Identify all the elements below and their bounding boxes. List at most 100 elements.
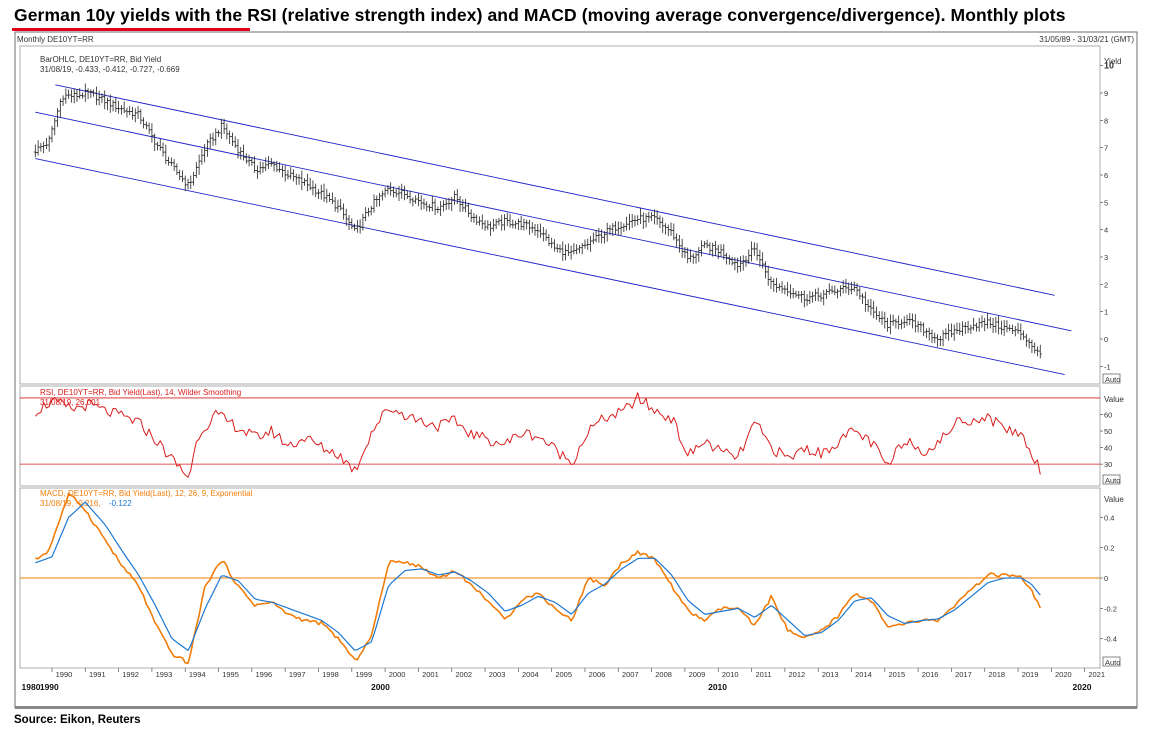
ohlc-bar (1027, 338, 1031, 349)
ohlc-bar (83, 83, 87, 102)
ohlc-bar (336, 199, 340, 213)
macd-y-tick-label: -0.2 (1104, 604, 1117, 613)
ohlc-bar (680, 238, 684, 258)
ohlc-bar (189, 175, 193, 190)
ohlc-bar (305, 173, 309, 192)
ohlc-bar (36, 140, 40, 156)
ohlc-bar (344, 208, 348, 226)
ohlc-bar (508, 213, 512, 228)
ohlc-bar (899, 319, 903, 330)
ohlc-bar (94, 86, 98, 106)
ohlc-bar (258, 161, 262, 175)
ohlc-bar (219, 118, 223, 139)
price-legend-line1: BarOHLC, DE10YT=RR, Bid Yield (40, 55, 161, 64)
ohlc-bar (411, 197, 415, 207)
chart-title: German 10y yields with the RSI (relative… (14, 5, 1066, 25)
ohlc-bar (286, 169, 290, 180)
x-year-tick-label: 2005 (555, 670, 572, 679)
price-y-tick-label: 4 (1104, 226, 1108, 235)
ohlc-bar (422, 198, 426, 210)
ohlc-bar (203, 144, 207, 163)
ohlc-bar (566, 243, 570, 257)
ohlc-bar (924, 328, 928, 338)
ohlc-bar (275, 160, 279, 173)
ohlc-bar (56, 108, 60, 127)
price-y-tick-label: 1 (1104, 308, 1108, 317)
ohlc-bar (300, 170, 304, 191)
x-year-tick-label: 2019 (1022, 670, 1039, 679)
ohlc-bar (641, 212, 645, 229)
ohlc-bar (408, 190, 412, 204)
macd-legend-line1: MACD, DE10YT=RR, Bid Yield(Last), 12, 26… (40, 489, 253, 498)
ohlc-bar (469, 209, 473, 223)
ohlc-bar (622, 223, 626, 232)
ohlc-bar (1030, 339, 1034, 354)
ohlc-bar (341, 203, 345, 220)
x-year-tick-label: 1999 (355, 670, 372, 679)
ohlc-bar (780, 281, 784, 294)
ohlc-bar (477, 216, 481, 226)
ohlc-bar (905, 314, 909, 326)
x-year-tick-label: 2016 (922, 670, 939, 679)
ohlc-bar (441, 200, 445, 212)
ohlc-bar (605, 222, 609, 242)
ohlc-bar (414, 195, 418, 204)
ohlc-bar (883, 311, 887, 329)
ohlc-bar (575, 244, 579, 255)
ohlc-bar (197, 154, 201, 175)
ohlc-bar (725, 252, 729, 265)
ohlc-bar (988, 317, 992, 329)
price-auto-button[interactable] (1102, 373, 1121, 384)
ohlc-bar (744, 255, 748, 267)
ohlc-bar (819, 292, 823, 302)
ohlc-bar (938, 335, 942, 347)
ohlc-bar (158, 138, 162, 151)
ohlc-bar (952, 324, 956, 341)
x-year-tick-label: 1996 (256, 670, 273, 679)
ohlc-bar (541, 227, 545, 242)
ohlc-bar (616, 221, 620, 236)
ohlc-bar (419, 195, 423, 211)
ohlc-bar (983, 317, 987, 332)
ohlc-bar (811, 291, 815, 303)
macd-y-tick-label: 0.2 (1104, 544, 1114, 553)
ohlc-bar (702, 240, 706, 249)
ohlc-bar (400, 183, 404, 199)
ohlc-bar (755, 243, 759, 261)
ohlc-bar (999, 320, 1003, 335)
ohlc-bar (319, 184, 323, 200)
ohlc-bar (514, 220, 518, 229)
macd-line (35, 492, 1042, 665)
ohlc-bar (333, 197, 337, 212)
ohlc-bar (522, 218, 526, 231)
x-year-tick-label: 2000 (389, 670, 406, 679)
macd-auto-button[interactable] (1102, 656, 1121, 667)
ohlc-bar (447, 197, 451, 210)
ohlc-bar (375, 195, 379, 207)
ohlc-bar (122, 101, 126, 114)
macd-y-tick-label: 0.4 (1104, 513, 1114, 522)
x-axis-decade-ticks: 1980 1990 2000 2010 2020 (22, 682, 1092, 692)
ohlc-bar (969, 324, 973, 334)
ohlc-bar (294, 173, 298, 185)
ohlc-bar (1016, 322, 1020, 334)
ohlc-bar (278, 162, 282, 173)
ohlc-bar (700, 240, 704, 257)
ohlc-bar (364, 207, 368, 222)
ohlc-bar (794, 290, 798, 298)
x-year-tick-label: 1990 (56, 670, 73, 679)
ohlc-bar (644, 213, 648, 228)
ohlc-bar (639, 208, 643, 225)
rsi-auto-button[interactable] (1102, 474, 1121, 485)
ohlc-bar (672, 223, 676, 241)
ohlc-bar (386, 185, 390, 195)
price-y-tick-label: 0 (1104, 335, 1108, 344)
ohlc-bar (44, 138, 48, 150)
ohlc-bar (844, 278, 848, 294)
ohlc-bar (500, 214, 504, 231)
ohlc-bar (941, 330, 945, 347)
ohlc-bar (436, 206, 440, 214)
ohlc-bar (527, 219, 531, 235)
ohlc-bar (233, 136, 237, 149)
x-year-tick-label: 2008 (655, 670, 672, 679)
